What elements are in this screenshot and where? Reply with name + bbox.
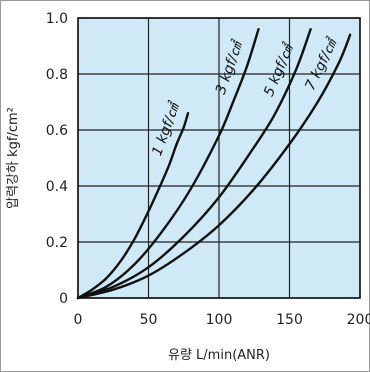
series-layer	[76, 28, 352, 300]
x-tick-label-100: 100	[206, 312, 233, 328]
x-tick-label-0: 0	[74, 312, 83, 328]
x-axis-title: 유량 L/min(ANR)	[168, 348, 270, 363]
series-line-1	[76, 112, 190, 300]
grid	[77, 17, 361, 299]
tick-labels: 0 50 100 150 200 0 0.2 0.4 0.6 0.8 1.0	[46, 11, 370, 328]
y-tick-label-0.2: 0.2	[46, 235, 68, 251]
series-line-2	[76, 28, 260, 300]
y-tick-label-0: 0	[59, 291, 68, 307]
x-tick-label-50: 50	[140, 312, 158, 328]
y-tick-label-0.6: 0.6	[46, 123, 68, 139]
series-line-3	[76, 28, 312, 300]
series-line-4	[76, 33, 352, 300]
y-tick-label-1.0: 1.0	[46, 11, 68, 27]
y-tick-label-0.4: 0.4	[46, 179, 68, 195]
x-tick-label-200: 200	[347, 312, 370, 328]
plot-frame	[77, 17, 361, 299]
y-tick-label-0.8: 0.8	[46, 67, 68, 83]
x-tick-label-150: 150	[276, 312, 303, 328]
y-axis-title: 압력강하 kgf/cm²	[6, 107, 21, 209]
